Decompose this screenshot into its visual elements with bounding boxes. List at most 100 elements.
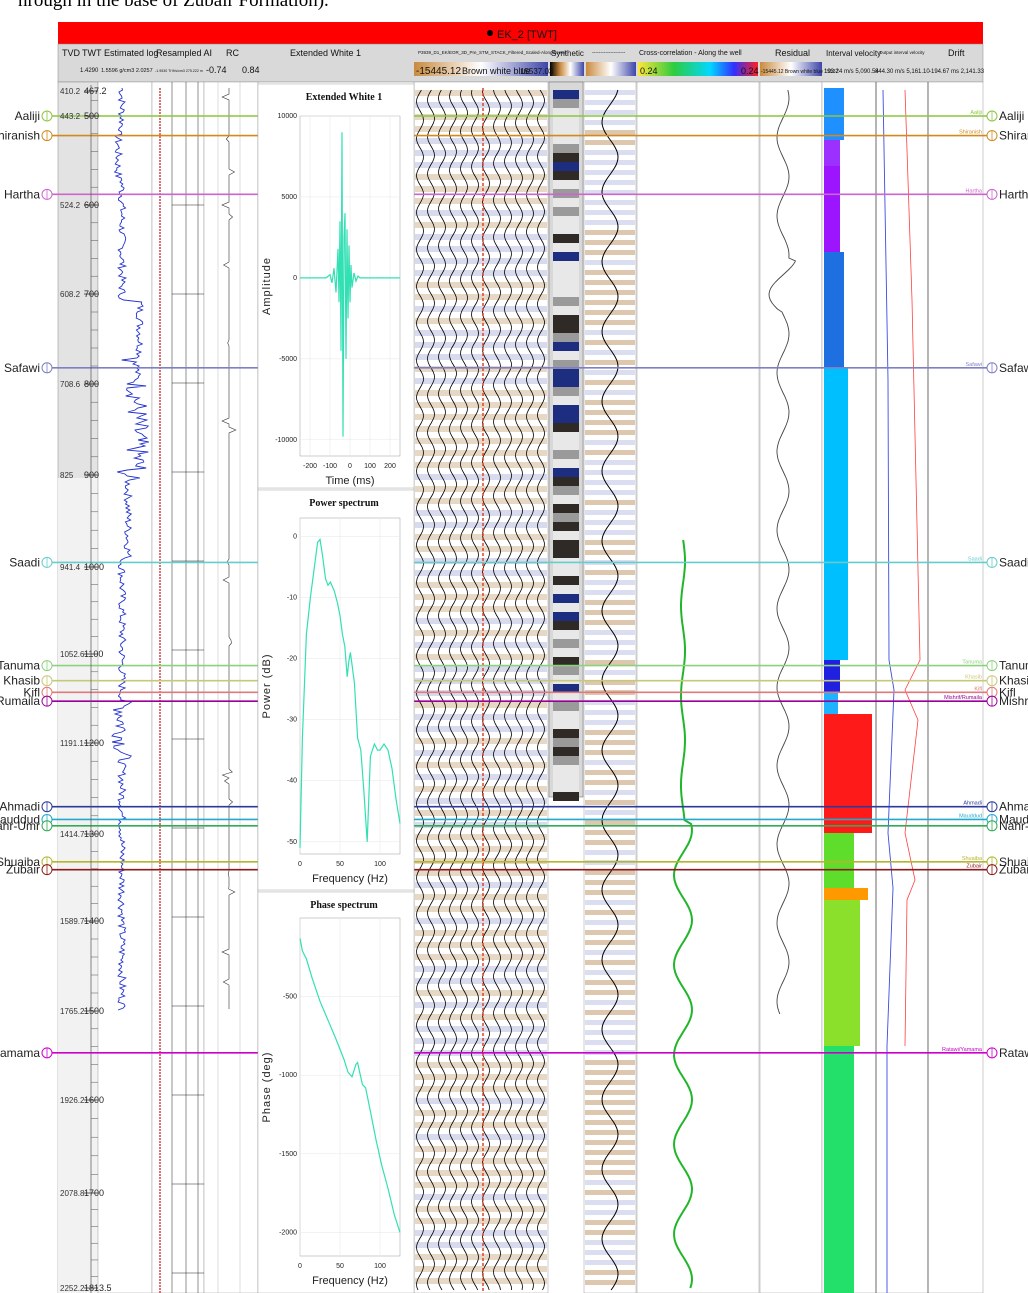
trace-band [585,1190,635,1195]
seismic-band [415,258,547,264]
trace-band [585,880,635,885]
trace-band [585,340,635,345]
synthetic-band [553,306,579,315]
seismic-band [415,858,547,864]
trace-band [585,980,635,985]
trace-band [585,920,635,925]
trace-band [585,120,635,125]
rc-curve [221,88,237,1009]
seismic-band [415,1266,547,1272]
seismic-band [415,438,547,444]
synthetic-trace-curve [601,89,619,1291]
trace-band [585,460,635,465]
trace-band [585,550,635,555]
x-tick-label: -100 [323,463,337,470]
synthetic-band [553,288,579,297]
synthetic-band [553,180,579,189]
seismic-band [415,930,547,936]
synthetic-band [553,630,579,639]
seismic-band [415,450,547,456]
output-velocity-curve [882,89,895,1293]
synthetic-band [553,792,579,801]
trace-band [585,200,635,205]
trace-band [585,1140,635,1145]
horizon-label-small: Safawi [965,362,982,368]
trace-colorbar [586,62,636,76]
horizon-label-right: Khasib [999,674,1028,688]
chart-title: Power spectrum [309,498,379,509]
y-tick-label: -30 [287,717,297,724]
synthetic-band [553,594,579,603]
sub-rc-min: -0.74 [206,65,227,75]
horizon-label-right: Ahmad [999,800,1028,814]
trace-band [585,950,635,955]
trace-band [585,270,635,275]
sub-interval-velocity: 193.24 m/s 5,090.54 [824,69,879,75]
seismic-band [415,1230,547,1236]
trace-band [585,1060,635,1065]
trace-band [585,620,635,625]
seismic-band [415,522,547,528]
y-axis-label: Power (dB) [261,653,273,718]
sub-seismic-min: -15445.12 [416,66,461,77]
trace-band [585,220,635,225]
trace-band [585,990,635,995]
trace-band [585,490,635,495]
seismic-band [415,222,547,228]
seismic-band [415,1194,547,1200]
synthetic-band [553,540,579,549]
seismic-band [415,1122,547,1128]
y-tick-label: -50 [287,839,297,846]
seismic-band [415,954,547,960]
seismic-band [415,810,547,816]
seismic-band [415,90,547,96]
seismic-band [415,234,547,240]
seismic-band [415,726,547,732]
seismic-band [415,1182,547,1188]
horizon-label-right: Safawi [999,361,1028,375]
col-synthetic-trace: -------------------- [592,50,626,56]
horizon-label-right: Zubair [999,863,1028,877]
sub-rc-max: 0.84 [242,65,260,75]
well-title: EK_2 [TWT] [497,29,557,41]
synthetic-band [553,369,579,378]
seismic-band [415,114,547,120]
synthetic-band [553,153,579,162]
trace-band [585,1120,635,1125]
synthetic-band [553,216,579,225]
seismic-band [415,126,547,132]
seismic-band [415,1038,547,1044]
horizon-label-small: Hartha [965,188,982,194]
sub-cc-max: 0.24 [741,66,759,76]
horizon-label-right: Shuaib [999,855,1028,869]
synthetic-band [553,342,579,351]
interval-velocity-block [824,88,844,140]
residual-track [759,81,823,1293]
synthetic-band [553,486,579,495]
trace-band [585,470,635,475]
col-drift: Drift [948,48,965,58]
output-velocity-track [875,81,929,1293]
horizon-label-left: Tanuma [0,659,40,673]
trace-band [585,450,635,455]
horizon-label-left: 'amama [0,1046,40,1060]
horizon-label-right: Nahr-U [999,819,1028,833]
seismic-wiggle [493,89,501,1291]
synthetic-band [553,351,579,360]
horizon-label-right: Saadi [999,555,1028,569]
series-line [299,938,401,1233]
seismic-band [415,174,547,180]
interval-velocity-block [824,900,860,1046]
seismic-band [415,546,547,552]
trace-band [585,510,635,515]
synthetic-band [553,720,579,729]
col-interval-velocity: Interval velocity [826,49,881,58]
seismic-band [415,978,547,984]
interval-velocity-block [824,140,840,166]
trace-band [585,780,635,785]
x-tick-label: 50 [336,861,344,868]
synthetic-band [553,90,579,99]
horizon-label-small: Shuaiba [962,856,983,862]
wavelet-chart: Power spectrum 0 50 100 0 -10 -20 -30 -40 -50 Freq… [257,489,415,891]
seismic-band [415,1146,547,1152]
